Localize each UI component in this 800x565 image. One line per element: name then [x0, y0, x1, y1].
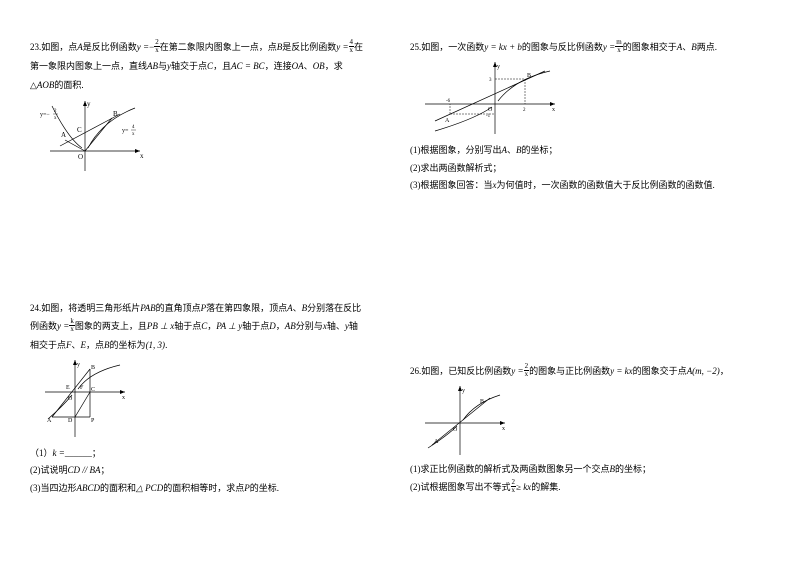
p23-x-label: x: [140, 152, 144, 160]
p24-q1: （1）k =______；: [30, 446, 390, 460]
right-column: 25.如图，一次函数y = kx + b的图象与反比例函数y =mx的图象相交于…: [410, 40, 770, 525]
p24-line2: 例函数y =kx图象的两支上，且PB ⊥ x轴于点C，PA ⊥ y轴于点D，AB…: [30, 319, 390, 334]
svg-text:2: 2: [54, 109, 57, 114]
svg-text:P: P: [91, 418, 95, 424]
p25-q2: (2)求出两函数解析式；: [410, 161, 770, 175]
p23-graph: y x O A B C y=− 2 x y= 4 x: [40, 96, 390, 176]
svg-text:x: x: [54, 116, 57, 121]
p23-y-label: y: [87, 100, 91, 108]
p24-line1: 24.如图，将透明三角形纸片PAB的直角顶点P落在第四象限，顶点A、B分别落在反…: [30, 301, 390, 315]
p23-O-label: O: [78, 153, 83, 161]
p23-frac1: 2x: [154, 39, 160, 54]
p25-q1: (1)根据图象，分别写出A、B的坐标；: [410, 143, 770, 157]
spacer-left: [30, 210, 390, 300]
problem-23: 23.如图，点A是反比例函数y =−2x在第二象限内图象上一点，点B是反比例函数…: [30, 40, 390, 180]
p25-q3: (3)根据图象回答：当x为何值时，一次函数的函数值大于反比例函数的函数值.: [410, 178, 770, 192]
p25-svg: y x O A B -6 -1 2 3: [420, 59, 560, 139]
svg-text:x: x: [552, 107, 555, 113]
p23-A-lbl: A: [61, 131, 66, 139]
left-column: 23.如图，点A是反比例函数y =−2x在第二象限内图象上一点，点B是反比例函数…: [30, 40, 390, 525]
svg-text:D: D: [68, 418, 73, 424]
problem-26: 26.如图，已知反比例函数y =2x的图象与正比例函数y = kx的图象交于点A…: [410, 364, 770, 495]
p24-line3: 相交于点F、E，点B的坐标为(1, 3).: [30, 338, 390, 352]
p24-svg: y x O B A C D E F P: [40, 357, 130, 442]
svg-text:y: y: [497, 64, 500, 70]
svg-text:F: F: [80, 385, 84, 391]
svg-text:E: E: [66, 385, 70, 391]
p23-t5: 在: [354, 42, 363, 52]
page-columns: 23.如图，点A是反比例函数y =−2x在第二象限内图象上一点，点B是反比例函数…: [30, 40, 770, 525]
p23-t2: 是反比例函数: [83, 42, 137, 52]
svg-text:y: y: [77, 362, 80, 368]
p26-svg: y x O A B: [420, 383, 510, 458]
p23-t4: 是反比例函数: [282, 42, 336, 52]
svg-text:y: y: [462, 388, 465, 394]
svg-text:O: O: [488, 107, 493, 113]
p23-line2: 第一象限内图象上一点，直线AB与y轴交于点C，且AC = BC，连接OA、OB，…: [30, 59, 390, 73]
spacer-right: [410, 223, 770, 364]
p23-eq2-lhs: y =: [336, 42, 348, 52]
p25-line1: 25.如图，一次函数y = kx + b的图象与反比例函数y =mx的图象相交于…: [410, 40, 770, 55]
p24-graph: y x O B A C D E F P: [40, 357, 390, 442]
p23-t1: 如图，点: [41, 42, 77, 52]
p26-line1: 26.如图，已知反比例函数y =2x的图象与正比例函数y = kx的图象交于点A…: [410, 364, 770, 379]
svg-text:A: A: [434, 439, 439, 445]
svg-text:B: B: [480, 399, 484, 405]
svg-text:B: B: [527, 73, 531, 79]
svg-text:A: A: [47, 418, 52, 424]
p26-graph: y x O A B: [420, 383, 770, 458]
p23-num: 23.: [30, 42, 41, 52]
p26-q1: (1)求正比例函数的解析式及两函数图象另一个交点B的坐标；: [410, 462, 770, 476]
svg-text:x: x: [122, 395, 125, 401]
p25-graph: y x O A B -6 -1 2 3: [420, 59, 770, 139]
p23-B-lbl: B: [113, 110, 118, 118]
p23-eq1-lhs: y =: [137, 42, 149, 52]
svg-text:A: A: [445, 118, 450, 124]
p24-q2: (2)试说明CD // BA；: [30, 463, 390, 477]
svg-text:-6: -6: [446, 99, 451, 104]
svg-text:4: 4: [132, 125, 135, 130]
svg-text:x: x: [132, 132, 135, 137]
svg-text:3: 3: [489, 78, 492, 83]
svg-text:C: C: [91, 387, 95, 393]
svg-text:B: B: [91, 365, 95, 371]
svg-text:-1: -1: [486, 114, 491, 119]
svg-text:2: 2: [523, 108, 526, 113]
p23-text: 23.如图，点A是反比例函数y =−2x在第二象限内图象上一点，点B是反比例函数…: [30, 40, 390, 55]
problem-25: 25.如图，一次函数y = kx + b的图象与反比例函数y =mx的图象相交于…: [410, 40, 770, 193]
p23-C-lbl: C: [77, 126, 82, 134]
svg-text:x: x: [502, 426, 505, 432]
problem-24: 24.如图，将透明三角形纸片PAB的直角顶点P落在第四象限，顶点A、B分别落在反…: [30, 301, 390, 495]
svg-text:O: O: [68, 396, 73, 402]
p23-right-eq: y=: [122, 128, 129, 134]
p23-line3: △AOB的面积.: [30, 78, 390, 92]
p26-q2: (2)试根据图象写出不等式2x≥ kx的解集.: [410, 480, 770, 495]
p23-t3: 在第二象限内图象上一点，点: [160, 42, 277, 52]
p23-svg: y x O A B C y=− 2 x y= 4 x: [40, 96, 150, 176]
svg-text:O: O: [453, 427, 458, 433]
p23-left-eq: y=−: [40, 112, 50, 118]
p24-q3: (3)当四边形ABCD的面积和△ PCD的面积相等时，求点P的坐标.: [30, 481, 390, 495]
p23-frac2: 4x: [349, 39, 355, 54]
